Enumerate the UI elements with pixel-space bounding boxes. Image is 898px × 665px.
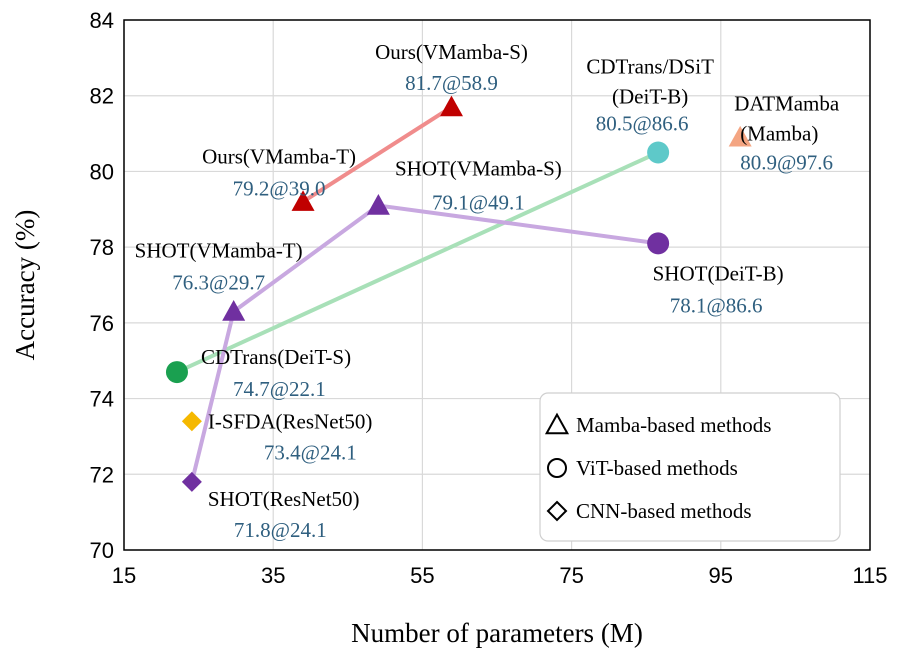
legend-label: ViT-based methods xyxy=(576,456,738,480)
value-label-cdtrans-s: 74.7@22.1 xyxy=(233,377,326,401)
name-label-datmamba: DATMamba xyxy=(734,91,840,115)
name-label-cdtrans-s: CDTrans(DeiT-S) xyxy=(201,345,351,369)
x-tick-label: 35 xyxy=(261,563,285,588)
marker-shot-vs xyxy=(366,194,390,215)
name-label-shot-vt: SHOT(VMamba-T) xyxy=(135,239,303,263)
data-labels: Ours(VMamba-S) 81.7@58.9 Ours(VMamba-T) 79.… xyxy=(135,40,840,542)
name-label-ours-t: Ours(VMamba-T) xyxy=(202,145,356,169)
value-label-isfda: 73.4@24.1 xyxy=(264,440,357,464)
x-tick-label: 115 xyxy=(852,563,887,588)
x-tick-label: 95 xyxy=(709,563,733,588)
y-tick-label: 70 xyxy=(90,538,114,563)
value-label-ours-s: 81.7@58.9 xyxy=(405,71,498,95)
x-tick-label: 15 xyxy=(112,563,136,588)
cdtrans-line xyxy=(174,150,661,375)
y-tick-label: 82 xyxy=(90,84,114,109)
shot-line xyxy=(189,203,661,484)
name-label-isfda: I-SFDA(ResNet50) xyxy=(208,409,372,433)
name-label-2-datmamba: (Mamba) xyxy=(740,121,818,145)
value-label-cdtrans-b: 80.5@86.6 xyxy=(596,112,689,136)
value-label-shot-vs: 79.1@49.1 xyxy=(432,191,525,215)
marker-shot-vt xyxy=(222,300,246,321)
legend-box xyxy=(539,392,841,542)
marker-cdtrans-s xyxy=(165,361,188,384)
name-label-ours-s: Ours(VMamba-S) xyxy=(375,40,528,64)
marker-isfda xyxy=(181,411,202,432)
marker-ours-t xyxy=(291,190,315,211)
name-label-shot-vs: SHOT(VMamba-S) xyxy=(395,157,562,181)
legend-marker-diamond xyxy=(546,500,568,522)
x-tick-label: 55 xyxy=(410,563,434,588)
ours-line xyxy=(301,105,454,204)
connecting-lines xyxy=(174,105,661,484)
marker-shot-r50 xyxy=(181,471,202,492)
plot-area-frame xyxy=(123,19,871,551)
y-tick-label: 80 xyxy=(90,159,114,184)
x-tick-label: 75 xyxy=(559,563,583,588)
data-markers xyxy=(165,95,752,492)
marker-cdtrans-b xyxy=(647,141,670,164)
marker-datmamba xyxy=(728,125,752,147)
legend-marker-circle xyxy=(547,458,567,478)
y-tick-label: 78 xyxy=(90,235,114,260)
legend-label: Mamba-based methods xyxy=(576,413,771,437)
legend: Mamba-based methods ViT-based methods CNN-… xyxy=(539,392,841,542)
name-label-shot-deitb: SHOT(DeiT-B) xyxy=(653,261,784,285)
value-label-shot-vt: 76.3@29.7 xyxy=(172,271,265,295)
marker-shot-deitb xyxy=(647,232,670,255)
name-label-2-cdtrans-b: (DeiT-B) xyxy=(612,85,688,109)
y-tick-label: 72 xyxy=(90,462,114,487)
value-label-shot-r50: 71.8@24.1 xyxy=(234,518,327,542)
legend-label: CNN-based methods xyxy=(576,499,752,523)
y-tick-label: 74 xyxy=(90,387,114,412)
axis-ticks: 15 35 55 75 95 115 70 72 74 76 78 80 82 84 xyxy=(90,8,888,588)
value-label-shot-deitb: 78.1@86.6 xyxy=(670,293,763,317)
legend-marker-triangle xyxy=(544,412,570,435)
name-label-cdtrans-b: CDTrans/DSiT xyxy=(586,55,714,79)
y-tick-label: 84 xyxy=(90,8,114,33)
y-tick-label: 76 xyxy=(90,311,114,336)
y-axis-label: Accuracy (%) xyxy=(10,210,40,361)
x-axis-label: Number of parameters (M) xyxy=(351,618,643,648)
name-label-shot-r50: SHOT(ResNet50) xyxy=(208,487,360,511)
marker-ours-s xyxy=(439,95,463,117)
value-label-datmamba: 80.9@97.6 xyxy=(740,150,833,174)
value-label-ours-t: 79.2@39.0 xyxy=(233,177,326,201)
